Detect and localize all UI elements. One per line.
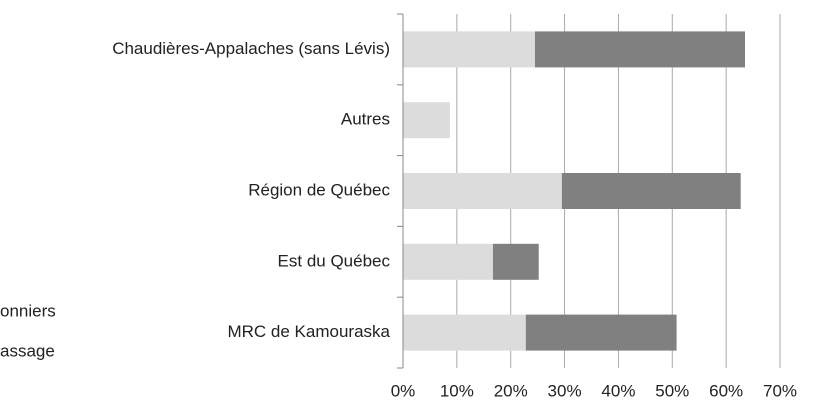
bar <box>525 314 677 351</box>
y-tick-label: Autres <box>341 110 390 129</box>
y-tick-label: Est du Québec <box>278 251 391 270</box>
legend-label: assage <box>0 341 55 360</box>
x-tick-label: 0% <box>391 381 416 400</box>
bar <box>561 173 741 209</box>
x-tick-label: 60% <box>709 381 743 400</box>
bar <box>492 243 539 280</box>
legend-label: onniers <box>0 301 56 320</box>
bar <box>403 314 526 351</box>
x-tick-label: 20% <box>494 381 528 400</box>
x-tick-label: 30% <box>548 381 582 400</box>
x-tick-label: 10% <box>440 381 474 400</box>
bar <box>534 31 745 68</box>
bar <box>403 31 535 68</box>
x-tick-label: 70% <box>763 381 797 400</box>
bar <box>403 243 493 280</box>
y-tick-label: Région de Québec <box>248 180 390 199</box>
bar <box>403 173 562 209</box>
y-tick-label: Chaudières-Appalaches (sans Lévis) <box>112 39 390 58</box>
y-tick-label: MRC de Kamouraska <box>227 322 390 341</box>
x-tick-label: 40% <box>601 381 635 400</box>
x-tick-label: 50% <box>655 381 689 400</box>
bar <box>403 102 450 139</box>
